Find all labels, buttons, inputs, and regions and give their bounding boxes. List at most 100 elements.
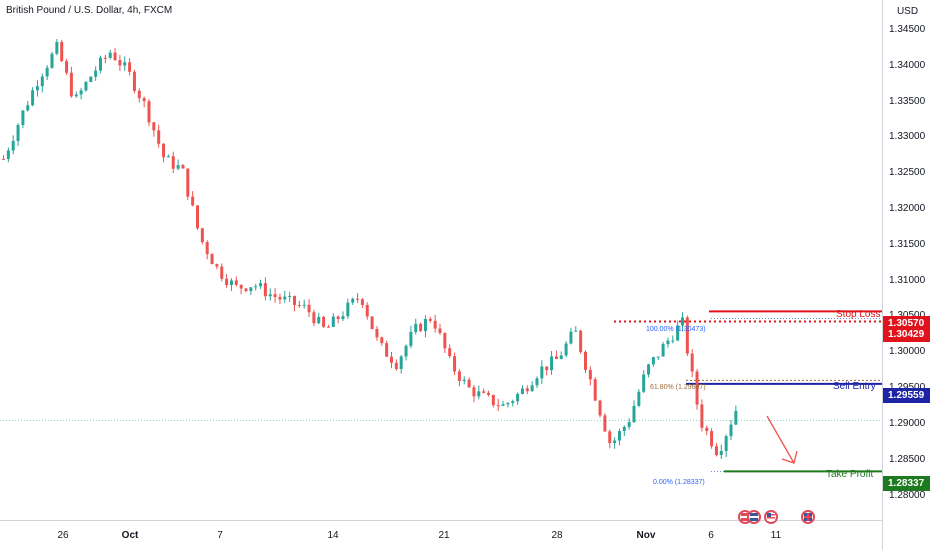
trade-levels [614, 310, 882, 473]
price-tick-label: 1.28000 [889, 489, 926, 501]
price-tick-label: 1.34500 [889, 23, 926, 35]
candle-body [414, 323, 418, 332]
candle-body [399, 356, 403, 369]
upper-price-tag: 1.30429 [883, 327, 930, 342]
currency-selector[interactable]: USD [896, 6, 919, 17]
price-tick-label: 1.32500 [889, 167, 926, 179]
candle-body [385, 343, 389, 357]
candle-body [239, 284, 243, 289]
candle-body [588, 369, 592, 380]
candle-body [157, 130, 161, 144]
candle-body [671, 340, 675, 342]
candle-body [171, 156, 175, 169]
candle-body [16, 124, 20, 141]
candle-body [457, 371, 461, 381]
price-tick-label: 1.31500 [889, 238, 926, 250]
candle-body [579, 330, 583, 352]
candle-body [142, 98, 146, 102]
candle-body [559, 355, 563, 360]
candle-body [661, 344, 665, 357]
candle-body [278, 296, 282, 300]
candle-body [225, 278, 229, 285]
candle-body [438, 328, 442, 334]
us-flag-icon-left[interactable] [747, 510, 761, 524]
sell-entry-label: Sell Entry [833, 381, 876, 392]
candle-body [613, 440, 617, 444]
candle-body [273, 294, 277, 297]
candle-body [530, 385, 534, 392]
time-tick-label: 21 [438, 530, 450, 541]
fib-618-label: 61.80% (1.29607) [650, 384, 706, 391]
candle-body [365, 304, 369, 317]
candle-body [79, 90, 83, 95]
uk-flag-icon[interactable] [801, 510, 815, 524]
candle-body [375, 329, 379, 338]
candle-body [210, 254, 214, 265]
candle-body [714, 446, 718, 456]
price-tick-label: 1.33000 [889, 131, 926, 143]
price-tick-label: 1.30000 [889, 346, 926, 358]
take-profit-price-tag: 1.28337 [883, 476, 930, 491]
candle-body [516, 393, 520, 402]
candle-body [283, 296, 287, 300]
price-tick-label: 1.31000 [889, 274, 926, 286]
candle-body [724, 436, 728, 451]
candle-body [259, 283, 263, 287]
candle-body [215, 264, 219, 267]
candle-body [433, 320, 437, 329]
candle-body [651, 357, 655, 365]
candle-body [554, 356, 558, 360]
candle-body [123, 62, 127, 66]
candle-body [448, 348, 452, 357]
candle-body [2, 158, 5, 160]
candle-body [632, 405, 636, 423]
candle-body [297, 304, 301, 306]
candle-body [666, 340, 670, 345]
candle-body [307, 304, 311, 313]
time-tick-label: 28 [551, 530, 563, 541]
candle-body [540, 366, 544, 379]
time-tick-label: 11 [770, 530, 782, 541]
candle-body [263, 283, 267, 297]
candle-body [249, 287, 253, 292]
candle-body [569, 331, 573, 344]
candle-body [496, 405, 500, 407]
time-tick-label: 7 [217, 530, 223, 541]
candle-body [74, 94, 78, 97]
us-flag-icon[interactable] [764, 510, 778, 524]
candle-body [186, 168, 190, 197]
candle-body [710, 431, 714, 447]
candle-body [220, 266, 224, 279]
candle-body [322, 316, 326, 327]
stop-loss-label: Stop Loss [836, 309, 881, 320]
candle-body [453, 356, 457, 372]
candle-body [312, 312, 316, 324]
candle-body [234, 280, 238, 285]
candle-body [676, 325, 680, 341]
candle-body [593, 379, 597, 401]
candle-body [356, 298, 360, 300]
candle-body [419, 323, 423, 332]
candle-body [617, 431, 621, 441]
fib-0-label: 0.00% (1.28337) [653, 479, 705, 486]
candle-body [467, 379, 471, 388]
candle-body [487, 392, 490, 395]
fib-100-label: 100.00% (1.30473) [646, 326, 706, 333]
candle-body [288, 295, 292, 297]
candle-body [545, 366, 549, 371]
candle-body [685, 317, 689, 354]
candle-body [341, 316, 345, 320]
candle-body [462, 379, 466, 381]
candle-body [268, 294, 272, 297]
candle-body [94, 70, 98, 77]
symbol-title[interactable]: British Pound / U.S. Dollar, 4h, FXCM [6, 5, 173, 16]
price-tick-label: 1.32000 [889, 202, 926, 214]
candle-body [511, 401, 515, 404]
candle-body [525, 388, 529, 392]
candle-body [191, 196, 195, 206]
candle-body [147, 101, 151, 123]
candle-body [21, 110, 25, 125]
candle-body [642, 374, 646, 392]
candle-body [244, 288, 248, 292]
